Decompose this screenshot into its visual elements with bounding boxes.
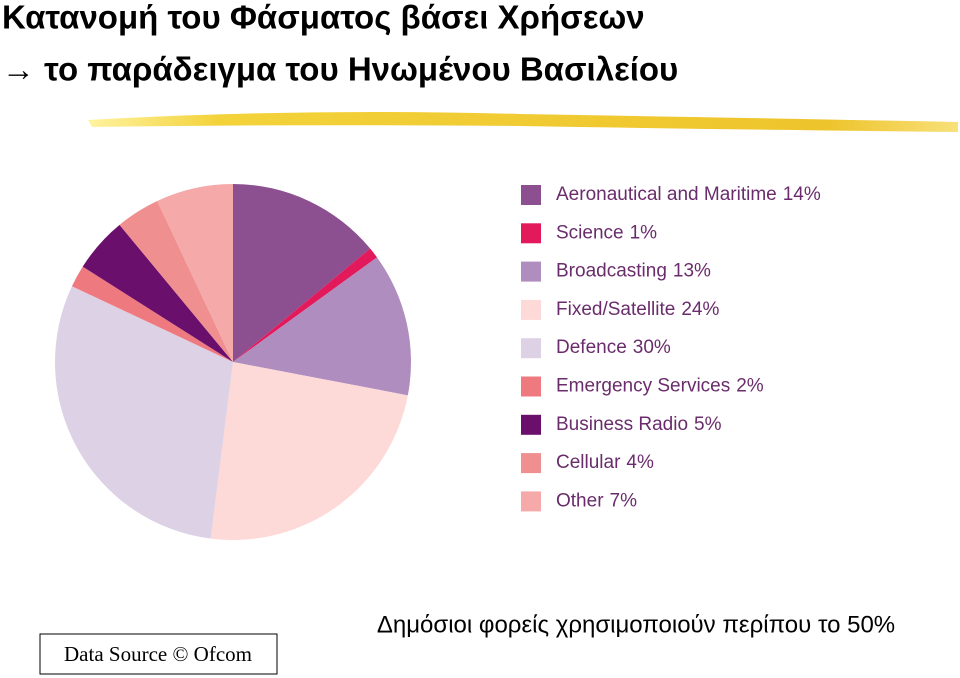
pie-slice <box>233 248 378 362</box>
legend-name: Aeronautical and Maritime <box>556 184 777 205</box>
pie-slice <box>233 184 371 362</box>
pie-slice <box>210 362 408 541</box>
legend-value: 13% <box>673 261 711 282</box>
legend-label: Fixed/Satellite 24% <box>556 299 719 320</box>
legend-name: Business Radio <box>556 414 688 435</box>
legend-value: 14% <box>783 184 821 205</box>
legend-name: Broadcasting <box>556 261 667 282</box>
legend-value: 7% <box>610 490 638 511</box>
legend-swatch <box>521 376 541 397</box>
source: Data Source © Ofcom <box>64 642 252 666</box>
legend-name: Other <box>556 490 604 511</box>
legend-label: Emergency Services 2% <box>556 376 764 397</box>
legend-swatch <box>521 223 541 244</box>
pie-slice <box>54 286 233 539</box>
legend-swatch <box>521 491 541 512</box>
legend: Aeronautical and Maritime 14% Science 1% Bro… <box>521 184 821 511</box>
legend-swatch <box>521 338 541 359</box>
annotation: Δημόσιοι φορείς χρησιμοποιούν περίπου το… <box>377 611 895 638</box>
subtitle: → το παράδειγμα του Ηνωμένου Βασιλείου <box>2 51 678 88</box>
legend-label: Defence 30% <box>556 337 671 358</box>
legend-label: Aeronautical and Maritime 14% <box>556 184 821 205</box>
legend-swatch <box>521 453 541 474</box>
legend-value: 1% <box>630 222 658 243</box>
legend-name: Cellular <box>556 452 621 473</box>
legend-label: Broadcasting 13% <box>556 261 711 282</box>
pie <box>54 184 411 541</box>
legend-value: 2% <box>736 376 764 397</box>
pie-slice <box>157 184 233 362</box>
title-underline <box>88 112 958 132</box>
legend-value: 5% <box>694 414 722 435</box>
legend-name: Fixed/Satellite <box>556 299 675 320</box>
legend-value: 30% <box>633 337 671 358</box>
legend-swatch <box>521 299 541 320</box>
source-box <box>39 633 278 675</box>
legend-label: Business Radio 5% <box>556 414 722 435</box>
legend-name: Defence <box>556 337 627 358</box>
pie-slice <box>119 200 233 362</box>
legend-swatch <box>521 185 541 205</box>
legend-swatch <box>521 414 541 435</box>
legend-name: Emergency Services <box>556 376 730 397</box>
legend-name: Science <box>556 222 624 243</box>
legend-value: 24% <box>681 299 719 320</box>
pie-slice <box>233 257 411 396</box>
legend-swatch <box>521 261 541 282</box>
legend-label: Cellular 4% <box>556 452 654 473</box>
legend-label: Other 7% <box>556 490 637 511</box>
pie-slice <box>82 224 234 362</box>
title: Κατανομή του Φάσματος βάσει Χρήσεων <box>2 0 645 36</box>
pie-slice <box>71 266 233 362</box>
legend-value: 4% <box>626 452 654 473</box>
legend-label: Science 1% <box>556 222 657 243</box>
